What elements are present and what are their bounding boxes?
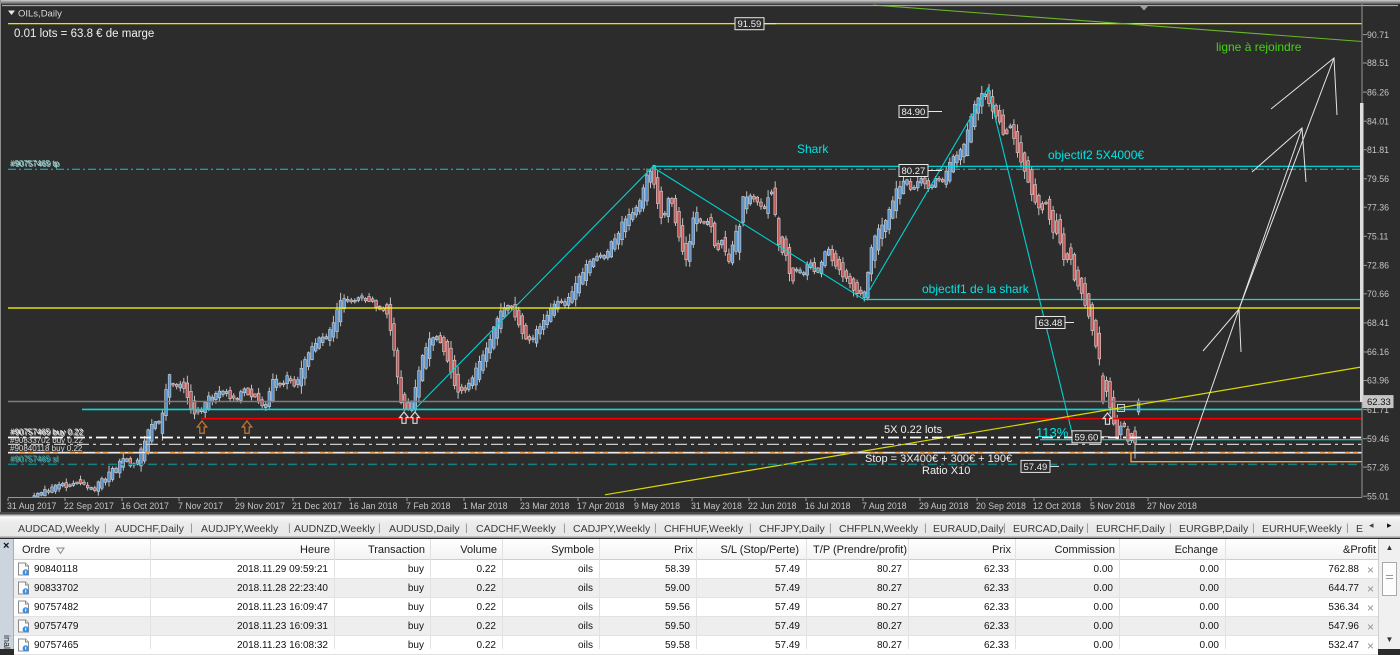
svg-text:59.60: 59.60 xyxy=(1075,432,1099,443)
svg-text:57.26: 57.26 xyxy=(1367,462,1389,472)
svg-text:#90840118 buy 0.22: #90840118 buy 0.22 xyxy=(10,444,83,453)
svg-text:84.01: 84.01 xyxy=(1367,116,1389,126)
svg-text:#90757465 sl: #90757465 sl xyxy=(10,455,58,464)
svg-text:90.71: 90.71 xyxy=(1367,30,1389,40)
svg-text:91.59: 91.59 xyxy=(738,19,762,30)
svg-text:#90757465 buy 0.22: #90757465 buy 0.22 xyxy=(10,428,84,437)
svg-text:Stop = 3X400€ + 300€ + 190€: Stop = 3X400€ + 300€ + 190€ xyxy=(865,453,1012,465)
svg-text:66.16: 66.16 xyxy=(1367,347,1389,357)
svg-text:31 Aug 2017: 31 Aug 2017 xyxy=(7,501,57,511)
svg-text:68.41: 68.41 xyxy=(1367,318,1389,328)
svg-text:9 May 2018: 9 May 2018 xyxy=(634,501,680,511)
svg-text:80.27: 80.27 xyxy=(902,166,926,177)
svg-text:61.71: 61.71 xyxy=(1367,405,1389,415)
svg-text:16 Oct 2017: 16 Oct 2017 xyxy=(121,501,169,511)
svg-text:22 Sep 2017: 22 Sep 2017 xyxy=(64,501,114,511)
svg-text:#90757469 sl: #90757469 sl xyxy=(11,456,59,465)
svg-text:113%: 113% xyxy=(1036,425,1069,440)
svg-text:Shark: Shark xyxy=(797,142,829,156)
svg-text:84.90: 84.90 xyxy=(902,107,926,118)
svg-text:#90757469 buy 0.22: #90757469 buy 0.22 xyxy=(11,429,85,438)
svg-text:75.11: 75.11 xyxy=(1367,232,1388,242)
svg-text:17 Apr 2018: 17 Apr 2018 xyxy=(577,501,625,511)
svg-text:objectif2 5X4000€: objectif2 5X4000€ xyxy=(1048,148,1144,162)
svg-text:#90757465 tp: #90757465 tp xyxy=(10,159,59,168)
svg-text:7 Aug 2018: 7 Aug 2018 xyxy=(862,501,907,511)
svg-text:29 Nov 2017: 29 Nov 2017 xyxy=(235,501,285,511)
svg-text:5 Nov 2018: 5 Nov 2018 xyxy=(1090,501,1135,511)
svg-text:77.36: 77.36 xyxy=(1367,202,1389,212)
svg-text:31 May 2018: 31 May 2018 xyxy=(691,501,742,511)
svg-text:27 Nov 2018: 27 Nov 2018 xyxy=(1147,501,1197,511)
svg-text:5X 0.22 lots: 5X 0.22 lots xyxy=(884,424,943,436)
svg-text:12 Oct 2018: 12 Oct 2018 xyxy=(1033,501,1081,511)
svg-text:22 Jun 2018: 22 Jun 2018 xyxy=(748,501,797,511)
svg-text:Ratio X10: Ratio X10 xyxy=(922,465,970,477)
svg-text:7 Feb 2018: 7 Feb 2018 xyxy=(406,501,451,511)
svg-text:16 Jul 2018: 16 Jul 2018 xyxy=(805,501,851,511)
svg-text:16 Jan 2018: 16 Jan 2018 xyxy=(349,501,398,511)
svg-text:55.01: 55.01 xyxy=(1367,491,1389,501)
svg-text:70.66: 70.66 xyxy=(1367,289,1389,299)
svg-text:88.51: 88.51 xyxy=(1367,58,1389,68)
svg-text:1 Mar 2018: 1 Mar 2018 xyxy=(463,501,508,511)
svg-text:86.26: 86.26 xyxy=(1367,87,1389,97)
svg-text:23 Mar 2018: 23 Mar 2018 xyxy=(520,501,569,511)
svg-text:63.96: 63.96 xyxy=(1367,376,1389,386)
svg-text:#90833702 buy 0.22: #90833702 buy 0.22 xyxy=(10,436,84,445)
svg-text:20 Sep 2018: 20 Sep 2018 xyxy=(976,501,1026,511)
svg-text:63.48: 63.48 xyxy=(1039,318,1063,329)
svg-text:79.56: 79.56 xyxy=(1367,174,1389,184)
svg-text:59.46: 59.46 xyxy=(1367,434,1389,444)
svg-text:7 Nov 2017: 7 Nov 2017 xyxy=(178,501,223,511)
svg-text:72.86: 72.86 xyxy=(1367,261,1389,271)
svg-text:#90757469 tp: #90757469 tp xyxy=(11,160,60,169)
svg-text:0.01 lots = 63.8 € de marge: 0.01 lots = 63.8 € de marge xyxy=(14,28,154,40)
svg-text:81.81: 81.81 xyxy=(1367,145,1389,155)
svg-text:21 Dec 2017: 21 Dec 2017 xyxy=(292,501,342,511)
svg-text:62.33: 62.33 xyxy=(1367,397,1391,408)
svg-text:57.49: 57.49 xyxy=(1024,462,1048,473)
svg-text:29 Aug 2018: 29 Aug 2018 xyxy=(919,501,969,511)
svg-text:OILs,Daily: OILs,Daily xyxy=(18,9,62,20)
svg-text:ligne à rejoindre: ligne à rejoindre xyxy=(1216,40,1302,54)
svg-text:objectif1 de la shark: objectif1 de la shark xyxy=(922,282,1030,296)
